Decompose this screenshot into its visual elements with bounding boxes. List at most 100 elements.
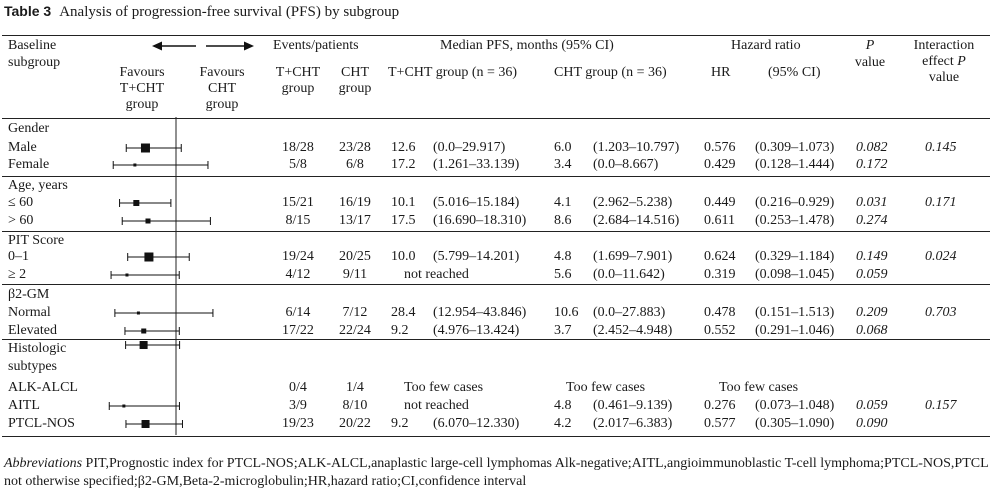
events-tcht: 0/4 xyxy=(289,380,307,395)
hazard-ratio-ci: (0.128–1.444) xyxy=(755,157,835,172)
header-p-value: value xyxy=(854,55,886,70)
events-cht: 20/22 xyxy=(339,416,371,431)
group-divider xyxy=(2,176,990,177)
header-interaction: Interaction effect P value xyxy=(913,38,975,85)
median-cht: 8.6 xyxy=(554,213,572,228)
median-cht: 4.1 xyxy=(554,195,572,210)
hazard-ratio: 0.611 xyxy=(704,213,735,228)
table-label: Table 3 xyxy=(4,3,52,19)
hazard-ratio: 0.577 xyxy=(704,416,736,431)
median-tcht: 9.2 xyxy=(391,416,409,431)
events-tcht: 17/22 xyxy=(282,323,314,338)
row-label: ALK-ALCL xyxy=(8,380,78,395)
hazard-ratio-note: Too few cases xyxy=(719,380,799,395)
events-tcht: 8/15 xyxy=(285,213,311,228)
group-divider xyxy=(2,284,990,285)
hazard-ratio-ci: (0.151–1.513) xyxy=(755,305,835,320)
median-cht: 3.7 xyxy=(554,323,572,338)
point-estimate xyxy=(144,252,154,262)
events-cht: 1/4 xyxy=(346,380,364,395)
bottom-rule xyxy=(2,436,990,437)
point-estimate xyxy=(133,163,137,167)
hazard-ratio: 0.429 xyxy=(704,157,736,172)
events-cht: 23/28 xyxy=(339,140,371,155)
median-tcht-note: Too few cases xyxy=(404,380,484,395)
point-estimate xyxy=(140,143,150,153)
median-cht-ci: (1.699–7.901) xyxy=(593,249,673,264)
median-tcht: 17.5 xyxy=(391,213,416,228)
events-tcht: 15/21 xyxy=(282,195,314,210)
median-cht-ci: (2.452–4.948) xyxy=(593,323,673,338)
hazard-ratio-ci: (0.291–1.046) xyxy=(755,323,835,338)
median-cht-ci: (2.017–6.383) xyxy=(593,416,673,431)
events-tcht: 6/14 xyxy=(285,305,311,320)
p-value: 0.149 xyxy=(856,249,888,264)
events-tcht: 19/23 xyxy=(282,416,314,431)
hazard-ratio: 0.449 xyxy=(704,195,736,210)
header-baseline: Baseline xyxy=(8,38,57,53)
median-cht-ci: (1.203–10.797) xyxy=(593,140,680,155)
median-cht-ci: (0.0–11.642) xyxy=(593,267,665,282)
header-hr: HR xyxy=(711,65,731,80)
row-label: PTCL-NOS xyxy=(8,416,75,431)
row-label: ≤ 60 xyxy=(8,195,34,210)
median-tcht-ci: (5.016–15.184) xyxy=(433,195,520,210)
right-arrow-icon xyxy=(206,41,254,51)
p-value: 0.068 xyxy=(856,323,888,338)
hazard-ratio-ci: (0.073–1.048) xyxy=(755,398,835,413)
header-ci95: (95% CI) xyxy=(768,65,821,80)
header-cht-group: CHT group xyxy=(338,65,372,96)
events-cht: 13/17 xyxy=(339,213,371,228)
median-cht: 4.8 xyxy=(554,398,572,413)
median-cht-ci: (0.0–27.883) xyxy=(593,305,666,320)
events-cht: 9/11 xyxy=(342,267,368,282)
p-value: 0.209 xyxy=(856,305,888,320)
median-tcht-ci: (0.0–29.917) xyxy=(433,140,506,155)
row-label: Male xyxy=(8,140,37,155)
header-favours-tcht: Favours T+CHT group xyxy=(119,65,165,112)
point-estimate xyxy=(136,311,140,315)
hazard-ratio-ci: (0.305–1.090) xyxy=(755,416,835,431)
median-tcht-ci: (6.070–12.330) xyxy=(433,416,520,431)
table-caption: Table 3 Analysis of progression-free surv… xyxy=(4,3,399,21)
point-estimate xyxy=(139,341,148,349)
median-tcht-ci: (4.976–13.424) xyxy=(433,323,520,338)
header-tcht-n: T+CHT group (n = 36) xyxy=(388,65,518,80)
hazard-ratio: 0.576 xyxy=(704,140,736,155)
header-hazard-ratio: Hazard ratio xyxy=(731,38,801,53)
group-label: Age, years xyxy=(8,178,68,193)
group-label: subtypes xyxy=(8,359,57,374)
median-cht: 4.2 xyxy=(554,416,572,431)
hazard-ratio: 0.552 xyxy=(704,323,736,338)
hazard-ratio: 0.319 xyxy=(704,267,736,282)
median-cht-ci: (2.962–5.238) xyxy=(593,195,673,210)
point-estimate xyxy=(141,328,147,334)
direction-arrows xyxy=(152,41,254,51)
interaction-p-value: 0.703 xyxy=(925,305,957,320)
median-cht: 10.6 xyxy=(554,305,579,320)
hazard-ratio: 0.276 xyxy=(704,398,736,413)
point-estimate xyxy=(145,218,151,224)
header-events-patients: Events/patients xyxy=(273,38,359,53)
median-tcht: 12.6 xyxy=(391,140,416,155)
interaction-p-value: 0.171 xyxy=(925,195,957,210)
median-cht: 3.4 xyxy=(554,157,572,172)
header-p: P xyxy=(865,38,875,53)
table-title: Analysis of progression-free survival (P… xyxy=(59,4,400,20)
median-tcht: 10.1 xyxy=(391,195,416,210)
median-cht: 4.8 xyxy=(554,249,572,264)
top-rule xyxy=(2,35,990,36)
p-value: 0.172 xyxy=(856,157,888,172)
events-cht: 20/25 xyxy=(339,249,371,264)
group-label: Gender xyxy=(8,121,50,136)
median-tcht: 28.4 xyxy=(391,305,416,320)
header-favours-cht: Favours CHT group xyxy=(199,65,245,112)
header-subgroup: subgroup xyxy=(8,55,61,70)
events-cht: 7/12 xyxy=(342,305,368,320)
group-label: β2-GM xyxy=(8,287,50,302)
row-label: Female xyxy=(8,157,50,172)
median-cht-note: Too few cases xyxy=(566,380,646,395)
events-cht: 22/24 xyxy=(339,323,371,338)
p-value: 0.274 xyxy=(856,213,888,228)
row-label: ≥ 2 xyxy=(8,267,27,282)
